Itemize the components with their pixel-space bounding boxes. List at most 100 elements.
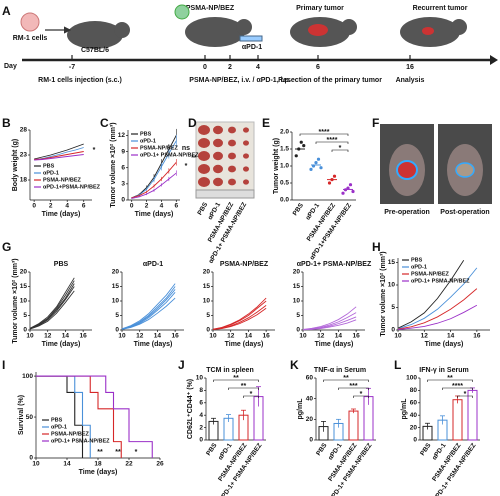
y-tick-label: 100: [406, 375, 417, 382]
x-tick-label: 2: [145, 203, 149, 210]
annotation: ****: [319, 129, 330, 136]
x-tick-label: 16: [263, 333, 271, 340]
significance-bracket: [228, 387, 259, 390]
x-tick-label: 14: [62, 333, 70, 340]
y-axis-label: Tumor weight (g): [273, 138, 280, 194]
tumor-sample: [213, 125, 223, 135]
day-tick-label: 0: [203, 64, 207, 71]
tumor-sample: [198, 151, 210, 161]
legend-label: PBS: [140, 131, 152, 137]
mouse-photos: [380, 124, 492, 204]
y-tick-label: 9: [121, 148, 125, 155]
panel-letter: L: [394, 358, 401, 372]
x-tick-label: 0: [130, 203, 134, 210]
timeline: RM-1 cells C57BL/6 PSMA-NP/BEZ αPD-1 Pri…: [4, 4, 498, 70]
annotation: ***: [349, 383, 357, 390]
antibody-label: αPD-1: [242, 44, 262, 51]
x-tick-label: 12: [136, 333, 144, 340]
y-tick-label: 80: [410, 387, 418, 394]
x-axis-label: Time (days): [225, 341, 264, 348]
x-tick-label: PBS: [205, 442, 219, 458]
y-tick-label: 0: [115, 327, 119, 334]
annotation: *: [250, 391, 253, 398]
y-tick-label: 20: [410, 424, 418, 431]
y-tick-label: 15: [203, 283, 211, 290]
x-tick-label: 10: [32, 461, 40, 468]
y-tick-label: 0: [199, 437, 203, 444]
x-tick-label: PBS: [315, 442, 329, 458]
significance-bracket: [315, 141, 349, 144]
photo-label: Post-operation: [440, 209, 489, 216]
series-line: [212, 300, 267, 330]
series-line: [397, 288, 478, 330]
tumor-sample: [228, 126, 236, 134]
y-tick-label: 0: [23, 327, 27, 334]
y-tick-label: 0: [391, 327, 395, 334]
legend-label: αPD-1+ PSMA-NP/BEZ: [411, 278, 470, 284]
annotation: **: [447, 375, 453, 382]
tumor-sample: [213, 138, 223, 148]
chart-title: αPD-1+ PSMA-NP/BEZ: [297, 261, 372, 268]
day-tick-label: 2: [228, 64, 232, 71]
y-tick-label: 5: [206, 312, 210, 319]
y-tick-label: 5: [391, 304, 395, 311]
panel-letter: K: [290, 358, 299, 372]
annotation: **: [115, 449, 121, 456]
annotation: *: [185, 163, 188, 170]
bar: [452, 399, 463, 441]
series-line: [397, 304, 478, 330]
data-point: [327, 181, 332, 185]
x-tick-label: 14: [63, 461, 71, 468]
y-axis-label: Body weight (g): [12, 139, 19, 192]
data-point: [309, 167, 313, 171]
series-line: [212, 307, 267, 330]
significance-bracket: [442, 387, 473, 390]
y-axis-label: Tumor volume ×10² (mm³): [110, 122, 117, 207]
tumor-sample: [228, 178, 236, 186]
step-label: PSMA-NP/BEZ, i.v. / αPD-1, i.p.: [189, 77, 290, 84]
x-axis-label: Time (days): [134, 341, 173, 348]
significance-bracket: [457, 395, 473, 398]
day-label: Day: [4, 63, 17, 70]
y-tick-label: 40: [410, 412, 418, 419]
y-tick-label: 10: [196, 375, 204, 382]
y-tick-label: 15: [293, 283, 301, 290]
x-tick-label: 14: [245, 333, 253, 340]
y-tick-label: 8: [199, 387, 203, 394]
data-point: [319, 166, 323, 170]
panel-letter: C: [100, 116, 109, 130]
tumor-sample: [228, 165, 236, 173]
y-tick-label: 2: [199, 424, 203, 431]
chart-title: TCM in spleen: [206, 367, 253, 374]
legend-label: PSMA-NP/BEZ: [43, 177, 82, 183]
tumor-sample: [213, 177, 223, 187]
y-tick-label: 60: [410, 400, 418, 407]
primary-label: Primary tumor: [296, 5, 344, 12]
legend-label: αPD-1: [43, 170, 59, 176]
x-axis-label: Time (days): [42, 341, 81, 348]
y-tick-label: 4: [199, 412, 203, 419]
data-point: [302, 144, 306, 148]
significance-bracket: [331, 149, 349, 152]
tumor-sample: [213, 151, 223, 161]
y-tick-label: 3: [121, 181, 125, 188]
data-point: [346, 186, 350, 190]
photo-label: Pre-operation: [384, 209, 430, 216]
legend-label: PBS: [51, 417, 63, 423]
panel-letter: J: [178, 358, 185, 372]
annotation: **: [191, 155, 197, 162]
x-tick-label: 10: [118, 333, 126, 340]
y-tick-label: 10: [20, 298, 28, 305]
series-line: [212, 297, 267, 330]
strain-label: C57BL/6: [81, 47, 109, 54]
annotation: ****: [327, 137, 338, 144]
significance-bracket: [213, 379, 259, 382]
x-tick-label: 4: [160, 203, 164, 210]
series-line: [121, 283, 176, 330]
tumor-sample: [243, 166, 249, 172]
x-tick-label: 10: [394, 333, 402, 340]
y-tick-label: 0: [121, 197, 125, 204]
tumor-sample: [243, 127, 249, 133]
x-axis-label: Time (days): [135, 211, 174, 218]
survival-curve: [36, 375, 153, 458]
